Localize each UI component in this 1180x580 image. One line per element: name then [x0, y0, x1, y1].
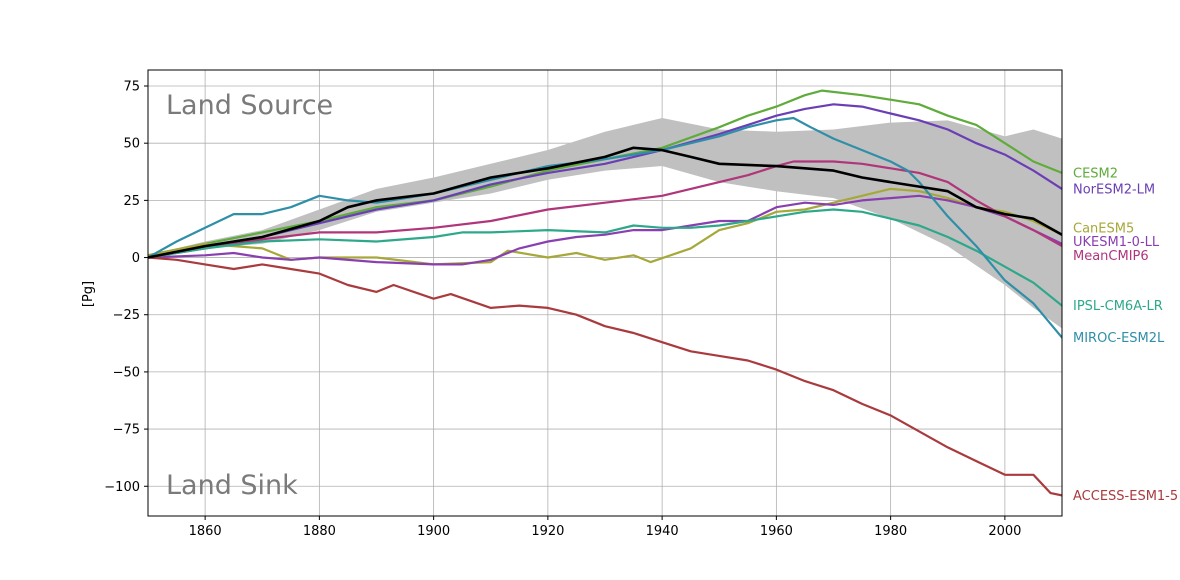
x-tick-label: 2000: [988, 524, 1021, 539]
axes: [147, 69, 1063, 517]
series-label-access-esm1-5: ACCESS-ESM1-5: [1073, 489, 1178, 504]
series-label-cesm2: CESM2: [1073, 166, 1118, 181]
series-line-ukesm1-0-ll: [148, 194, 1062, 266]
x-tick-label: 1860: [189, 524, 222, 539]
series-label-canesm5: CanESM5: [1073, 221, 1134, 236]
x-tick-label: 1960: [760, 524, 793, 539]
series-line-access-esm1-5: [148, 256, 1062, 497]
series-label-miroc-esm2l: MIROC-ESM2L: [1073, 331, 1165, 346]
series-label-meancmip6: MeanCMIP6: [1073, 249, 1149, 264]
series-line-noresm2-lm: [148, 103, 1062, 259]
tick-labels: 1860 1880 1900 1920 1940 1960 1980 2000 75 50 25 0 −…: [104, 80, 1021, 539]
series-label-noresm2-lm: NorESM2-LM: [1073, 182, 1155, 197]
axes-frame: [147, 69, 1063, 517]
x-tick-label: 1940: [646, 524, 679, 539]
land-source-label: Land Source: [166, 90, 333, 121]
land-sink-label: Land Sink: [166, 470, 298, 501]
x-tick-label: 1920: [531, 524, 564, 539]
series-lines: [148, 89, 1062, 497]
y-tick-label: −100: [104, 480, 140, 495]
x-tick-label: 1980: [874, 524, 907, 539]
series-line-miroc-esm2l: [148, 116, 1062, 339]
series-line-cesm2: [148, 89, 1062, 257]
series-line-meancmip6: [148, 160, 1062, 259]
y-tick-label: −75: [113, 423, 140, 438]
series-label-ipsl-cm6a-lr: IPSL-CM6A-LR: [1073, 299, 1163, 314]
x-tick-label: 1880: [303, 524, 336, 539]
y-tick-label: 25: [123, 194, 140, 209]
y-tick-label: 75: [123, 80, 140, 95]
series-label-ukesm1-0-ll: UKESM1-0-LL: [1073, 235, 1160, 250]
series-line-ensemble-mean: [148, 146, 1062, 259]
y-tick-label: 0: [132, 251, 140, 266]
y-tick-label: −50: [113, 365, 140, 380]
y-axis-label: [Pg]: [81, 281, 96, 307]
y-tick-label: 50: [123, 137, 140, 152]
x-tick-label: 1900: [417, 524, 450, 539]
series-line-ipsl-cm6a-lr: [148, 208, 1062, 307]
y-tick-label: −25: [113, 308, 140, 323]
